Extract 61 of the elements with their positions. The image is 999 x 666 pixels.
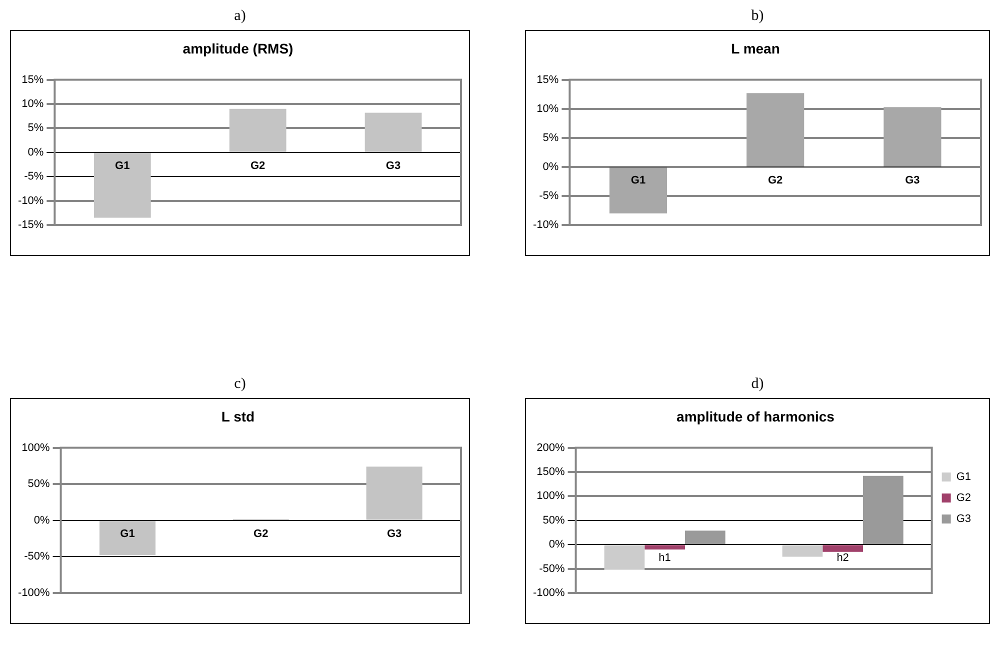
x-tick-label: G1 — [120, 528, 135, 540]
y-tick-label: 100% — [536, 490, 566, 502]
bar — [94, 152, 151, 218]
x-tick-label: G2 — [250, 160, 266, 172]
y-tick-label: 15% — [22, 74, 44, 86]
legend-label: G1 — [956, 471, 972, 484]
y-tick-label: -50% — [24, 550, 50, 563]
bar — [366, 466, 422, 520]
y-tick-label: 10% — [22, 98, 44, 110]
bar — [862, 476, 904, 544]
chart-title: amplitude (RMS) — [182, 40, 294, 56]
y-tick-label: 100% — [22, 442, 50, 454]
bar — [609, 167, 668, 214]
text: d) — [750, 376, 765, 394]
x-tick-label: h2 — [836, 552, 849, 564]
y-tick-label: -5% — [539, 190, 559, 202]
y-tick-label: 0% — [548, 538, 566, 551]
x-tick-label: G3 — [386, 528, 402, 540]
bar — [746, 93, 804, 166]
y-tick-label: 5% — [28, 122, 44, 134]
x-tick-label: G3 — [386, 160, 401, 172]
y-tick-label: -100% — [533, 587, 566, 600]
y-tick-label: -100% — [18, 587, 50, 600]
x-tick-label: G2 — [768, 174, 783, 186]
text: c) — [233, 376, 247, 394]
chart-title: L mean — [731, 40, 780, 56]
y-tick-label: 5% — [542, 132, 559, 144]
bar — [782, 545, 823, 557]
bar — [884, 107, 942, 166]
bar — [604, 545, 645, 570]
y-tick-label: 0% — [542, 160, 559, 173]
y-tick-label: -10% — [18, 194, 44, 207]
y-tick-label: 0% — [34, 514, 50, 526]
y-tick-label: 150% — [536, 466, 566, 478]
legend-label: G2 — [956, 492, 972, 504]
y-tick-label: 200% — [536, 442, 566, 454]
x-tick-label: h1 — [658, 552, 671, 564]
y-tick-label: 15% — [536, 74, 559, 86]
bar — [684, 530, 726, 544]
bar — [822, 545, 863, 552]
y-tick-label: -5% — [24, 170, 44, 183]
bar — [99, 520, 156, 556]
y-tick-label: -50% — [539, 562, 566, 575]
y-tick-label: 10% — [536, 102, 559, 115]
text: b) — [750, 8, 765, 26]
y-tick-label: 50% — [28, 478, 50, 490]
x-tick-label: G3 — [905, 174, 920, 186]
chart-title: L std — [221, 408, 255, 424]
x-tick-label: G2 — [254, 528, 268, 540]
y-tick-label: 0% — [28, 146, 44, 158]
bar — [644, 545, 685, 550]
y-tick-label: 50% — [542, 514, 565, 526]
legend-label: G3 — [956, 513, 972, 526]
x-tick-label: G1 — [630, 174, 646, 186]
text: a) — [233, 8, 247, 26]
y-tick-label: -10% — [532, 219, 559, 232]
y-tick-label: -15% — [18, 219, 44, 232]
x-tick-label: G1 — [115, 160, 130, 172]
bar — [364, 112, 422, 152]
bar — [229, 108, 286, 152]
chart-title: amplitude of harmonics — [676, 408, 835, 424]
